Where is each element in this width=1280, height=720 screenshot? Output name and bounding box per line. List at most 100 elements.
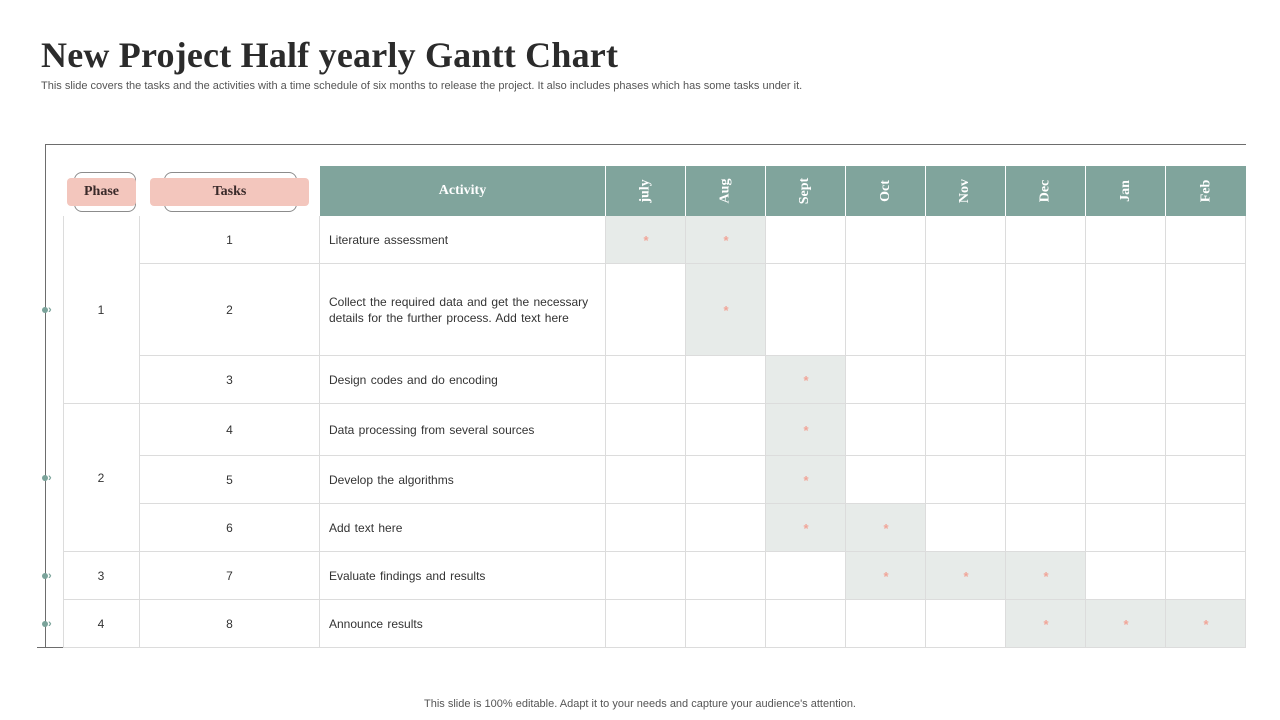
schedule-cell-active: * [846, 552, 926, 600]
schedule-cell [686, 404, 766, 456]
schedule-cell-active: * [766, 356, 846, 404]
connector-dot-icon [42, 621, 48, 627]
activity-cell: Add text here [320, 504, 606, 552]
schedule-cell [926, 504, 1006, 552]
asterisk-marker-icon: * [1043, 617, 1049, 632]
connector-dot-icon [42, 573, 48, 579]
asterisk-marker-icon: * [1123, 617, 1129, 632]
month-header-sept: Sept [766, 166, 846, 216]
schedule-cell [1086, 216, 1166, 264]
month-header-feb: Feb [1166, 166, 1246, 216]
schedule-cell [846, 356, 926, 404]
schedule-cell [846, 600, 926, 648]
schedule-cell-active: * [846, 504, 926, 552]
schedule-cell [1006, 504, 1086, 552]
schedule-cell [606, 552, 686, 600]
month-label: Jan [1117, 180, 1133, 202]
month-label: Dec [1037, 179, 1053, 203]
month-header-nov: Nov [926, 166, 1006, 216]
schedule-cell [686, 600, 766, 648]
schedule-cell [766, 216, 846, 264]
page-title: New Project Half yearly Gantt Chart [41, 35, 619, 75]
month-label: Feb [1198, 179, 1213, 203]
connector-dot-icon [42, 307, 48, 313]
asterisk-marker-icon: * [883, 521, 889, 536]
phase-cell: 2 [63, 404, 140, 552]
month-label: Sept [797, 177, 813, 205]
schedule-cell [1166, 264, 1246, 356]
activity-text: Design codes and do encoding [329, 372, 498, 387]
activity-cell: Evaluate findings and results [320, 552, 606, 600]
month-label: july [637, 179, 653, 203]
phase-connector-icon: › [42, 473, 60, 484]
activity-cell: Design codes and do encoding [320, 356, 606, 404]
schedule-cell-active: * [686, 264, 766, 356]
schedule-cell [686, 356, 766, 404]
schedule-cell [846, 456, 926, 504]
month-label: Oct [877, 180, 893, 202]
task-number: 4 [140, 404, 320, 456]
schedule-cell [1166, 456, 1246, 504]
schedule-cell-active: * [766, 504, 846, 552]
schedule-cell [1086, 504, 1166, 552]
schedule-cell [1086, 356, 1166, 404]
task-number: 8 [140, 600, 320, 648]
asterisk-marker-icon: * [803, 473, 809, 488]
activity-cell: Literature assessment [320, 216, 606, 264]
activity-text: Literature assessment [329, 232, 449, 247]
phase-cell: 3 [63, 552, 140, 600]
chevron-right-icon: › [48, 570, 52, 582]
activity-text: Collect the required data and get the ne… [329, 294, 589, 325]
activity-text: Announce results [329, 616, 423, 631]
schedule-cell-active: * [926, 552, 1006, 600]
frame-left-line [45, 144, 46, 648]
chevron-right-icon: › [48, 304, 52, 316]
tasks-header: Tasks [150, 178, 309, 206]
connector-dot-icon [42, 475, 48, 481]
schedule-cell [1006, 216, 1086, 264]
phase-header: Phase [67, 178, 136, 206]
schedule-cell [926, 456, 1006, 504]
month-label: Nov [957, 178, 973, 204]
schedule-cell-active: * [1086, 600, 1166, 648]
month-header-july: july [606, 166, 686, 216]
month-header-aug: Aug [686, 166, 766, 216]
schedule-cell [1086, 552, 1166, 600]
activity-header-label: Activity [438, 183, 487, 198]
asterisk-marker-icon: * [723, 233, 729, 248]
task-number: 2 [140, 264, 320, 356]
schedule-cell [606, 600, 686, 648]
schedule-cell [1086, 404, 1166, 456]
asterisk-marker-icon: * [1043, 569, 1049, 584]
schedule-cell [606, 404, 686, 456]
schedule-cell [686, 456, 766, 504]
schedule-cell [1166, 404, 1246, 456]
phase-connector-icon: › [42, 570, 60, 582]
schedule-cell [1006, 356, 1086, 404]
schedule-cell-active: * [1006, 600, 1086, 648]
activity-cell: Collect the required data and get the ne… [320, 264, 606, 356]
schedule-cell-active: * [606, 216, 686, 264]
schedule-cell [846, 264, 926, 356]
schedule-cell [606, 264, 686, 356]
asterisk-marker-icon: * [803, 423, 809, 438]
asterisk-marker-icon: * [643, 233, 649, 248]
task-number: 3 [140, 356, 320, 404]
page-subtitle: This slide covers the tasks and the acti… [41, 80, 803, 92]
schedule-cell [1166, 504, 1246, 552]
phase-column-border [63, 216, 64, 648]
activity-header: Activity [320, 166, 606, 216]
schedule-cell [926, 216, 1006, 264]
schedule-cell [926, 600, 1006, 648]
asterisk-marker-icon: * [1203, 617, 1209, 632]
asterisk-marker-icon: * [883, 569, 889, 584]
activity-cell: Develop the algorithms [320, 456, 606, 504]
schedule-cell [846, 216, 926, 264]
phase-connector-icon: › [42, 304, 60, 316]
task-number: 7 [140, 552, 320, 600]
schedule-cell [606, 504, 686, 552]
chevron-right-icon: › [48, 618, 52, 630]
phase-cell: 4 [63, 600, 140, 648]
activity-text: Data processing from several sources [329, 422, 535, 437]
schedule-cell [606, 456, 686, 504]
